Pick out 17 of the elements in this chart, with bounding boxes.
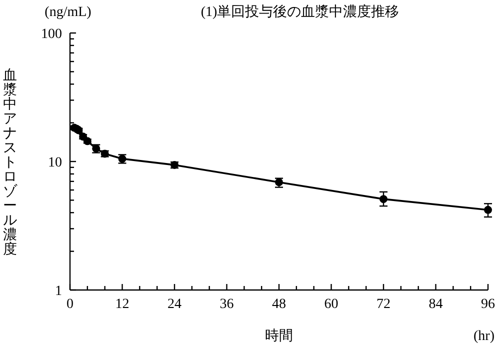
x-tick-label: 84: [428, 297, 443, 312]
x-tick-label: 36: [220, 297, 234, 312]
x-tick-label: 12: [115, 297, 130, 312]
y-tick-label: 10: [48, 156, 62, 170]
y-tick-label: 100: [41, 27, 62, 42]
chart-title: (1)単回投与後の血漿中濃度推移: [200, 4, 400, 20]
x-tick-label: 24: [168, 297, 182, 312]
x-tick-label: 48: [272, 297, 286, 312]
x-tick-label: 72: [376, 297, 390, 312]
x-tick-label: 96: [481, 297, 495, 312]
x-tick-label: 60: [324, 297, 338, 312]
x-axis-title: 時間: [265, 328, 293, 344]
text: 血漿中アナストロゾール濃度: [3, 68, 17, 258]
y-tick-label: 1: [55, 284, 62, 299]
text: (hr): [474, 329, 495, 344]
text: (ng/mL): [44, 5, 92, 20]
x-tick-label: 0: [66, 297, 74, 312]
